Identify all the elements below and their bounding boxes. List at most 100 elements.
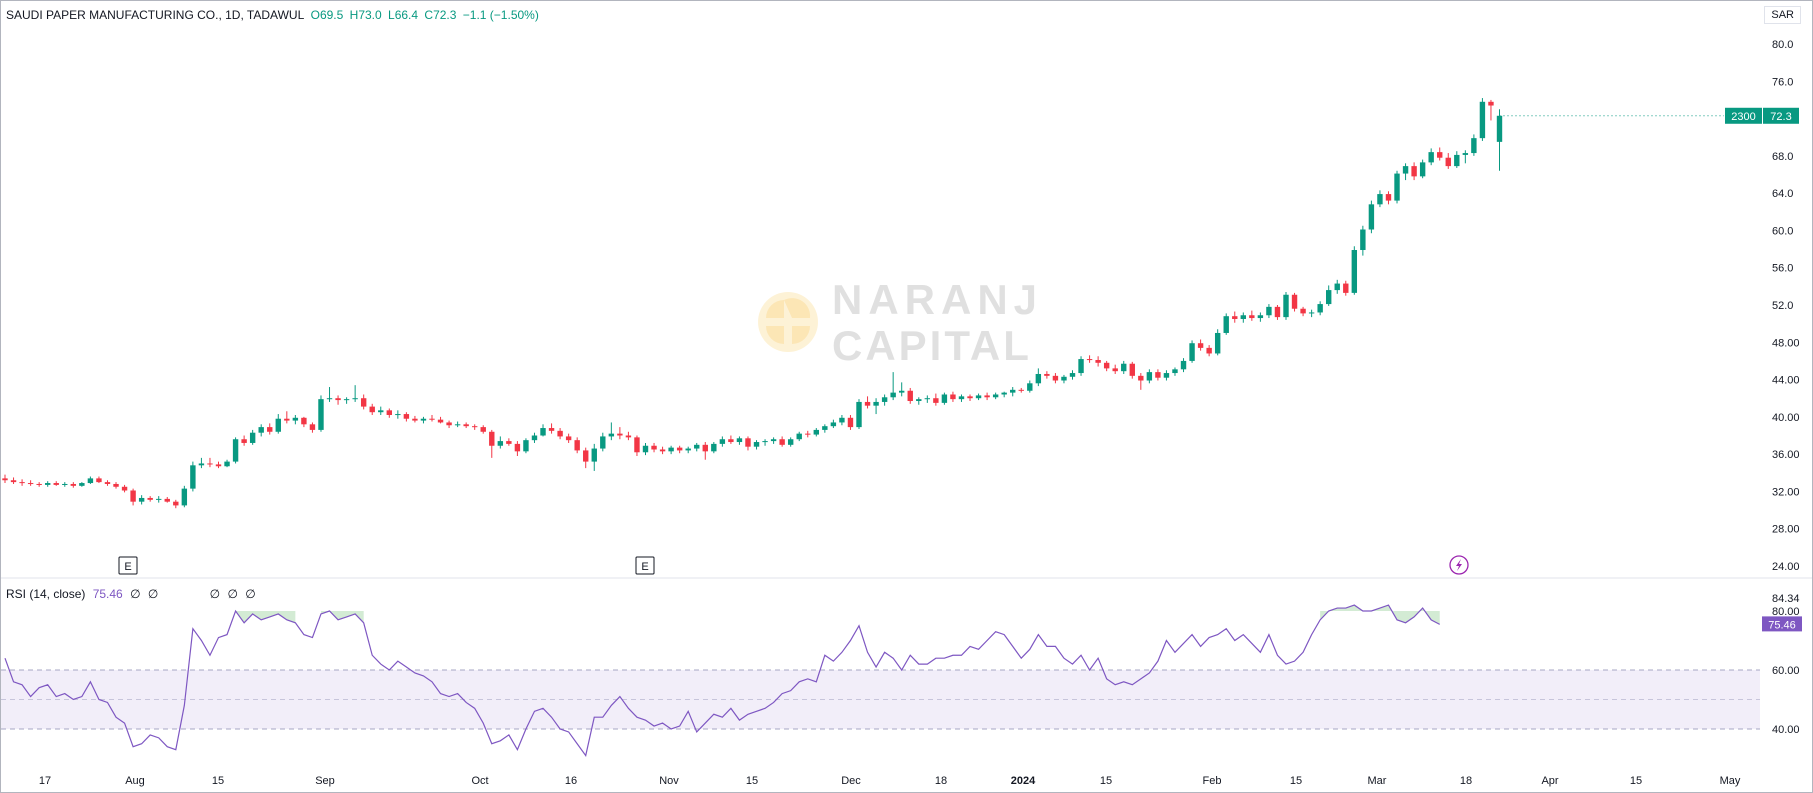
lightning-icon[interactable] bbox=[1449, 555, 1469, 575]
candle bbox=[514, 441, 521, 457]
price-tick-label: 68.0 bbox=[1772, 151, 1793, 163]
candle bbox=[1044, 371, 1050, 379]
candle-body bbox=[267, 427, 273, 432]
candle bbox=[1360, 225, 1366, 256]
candle-body bbox=[1454, 154, 1460, 167]
candle-body bbox=[1232, 316, 1238, 319]
candle-body bbox=[19, 482, 25, 484]
candle bbox=[856, 399, 862, 429]
candle-body bbox=[1411, 166, 1417, 177]
candle-body bbox=[1027, 383, 1033, 391]
candle bbox=[933, 393, 939, 406]
candle-body bbox=[1334, 283, 1340, 291]
price-tick-label: 60.0 bbox=[1772, 225, 1793, 237]
candle-body bbox=[429, 418, 435, 420]
time-tick-label: Sep bbox=[315, 775, 335, 787]
candle bbox=[728, 435, 734, 444]
candle-body bbox=[1419, 162, 1426, 177]
candle bbox=[480, 425, 486, 434]
candle bbox=[916, 397, 922, 405]
candle bbox=[198, 457, 205, 469]
candle-body bbox=[1172, 369, 1178, 374]
time-tick-label: Apr bbox=[1541, 775, 1558, 787]
candle bbox=[1232, 311, 1238, 323]
candle bbox=[822, 424, 828, 433]
candle bbox=[625, 431, 632, 441]
earnings-marker[interactable]: E bbox=[118, 556, 138, 575]
candle bbox=[711, 442, 717, 454]
candle-body bbox=[1462, 153, 1469, 155]
candle-body bbox=[950, 394, 956, 400]
candle bbox=[309, 422, 316, 433]
candle bbox=[241, 435, 247, 446]
currency-badge[interactable]: SAR bbox=[1764, 6, 1801, 24]
candle bbox=[1163, 370, 1170, 381]
candle-body bbox=[899, 390, 905, 393]
candle-body bbox=[403, 414, 410, 419]
candle bbox=[992, 392, 999, 400]
candle bbox=[472, 424, 478, 430]
candle bbox=[267, 423, 273, 435]
earnings-marker[interactable]: E bbox=[635, 556, 655, 575]
candle bbox=[839, 414, 845, 426]
candle-body bbox=[787, 439, 794, 445]
candle-body bbox=[1471, 138, 1477, 154]
candle-body bbox=[847, 417, 854, 428]
candle-body bbox=[770, 439, 777, 442]
candle bbox=[907, 387, 913, 404]
candle bbox=[1368, 200, 1375, 234]
candle bbox=[360, 394, 367, 410]
candle-body bbox=[1138, 375, 1144, 381]
candle bbox=[173, 499, 179, 509]
candle bbox=[284, 411, 290, 424]
candle-body bbox=[360, 398, 367, 407]
candle bbox=[1317, 301, 1323, 316]
rsi-last-value-label: 75.46 bbox=[1762, 616, 1802, 632]
candle bbox=[1479, 98, 1486, 141]
candle bbox=[62, 482, 68, 487]
candle bbox=[779, 436, 785, 447]
candle bbox=[1197, 339, 1204, 351]
candle bbox=[600, 432, 606, 452]
candle-body bbox=[147, 497, 153, 500]
time-tick-label: Aug bbox=[125, 775, 145, 787]
candle bbox=[463, 422, 469, 429]
candle-body bbox=[241, 439, 247, 443]
rsi-placeholder: ∅ bbox=[130, 587, 141, 601]
time-tick-label: 18 bbox=[1460, 775, 1472, 787]
candle-body bbox=[258, 427, 264, 433]
candle-body bbox=[557, 430, 563, 437]
candle bbox=[548, 423, 555, 434]
candle-body bbox=[1112, 368, 1118, 372]
candle bbox=[881, 394, 888, 406]
candle bbox=[1189, 340, 1195, 363]
candle bbox=[147, 496, 153, 502]
candle-body bbox=[839, 417, 845, 423]
candle-body bbox=[514, 443, 521, 452]
price-tick-label: 48.00 bbox=[1772, 337, 1800, 349]
candle-body bbox=[446, 422, 452, 426]
candle-body bbox=[224, 461, 230, 467]
earnings-marker-label: E bbox=[124, 561, 131, 573]
candle bbox=[429, 414, 435, 422]
candle-body bbox=[583, 450, 589, 462]
earnings-marker-label: E bbox=[641, 561, 648, 573]
rsi-title[interactable]: RSI (14, close) bbox=[6, 587, 86, 601]
candle bbox=[531, 432, 538, 443]
candle bbox=[1052, 373, 1059, 384]
time-axis[interactable]: 17 Aug 15 Sep Oct 16 Nov 15 Dec 18 2024 15 Feb 15 Mar 1… bbox=[39, 775, 1741, 787]
candle bbox=[2, 474, 8, 484]
candle bbox=[1343, 280, 1349, 296]
candle bbox=[36, 482, 42, 487]
candle-body bbox=[1343, 283, 1349, 293]
time-tick-label: 18 bbox=[935, 775, 947, 787]
candle-body bbox=[1326, 290, 1332, 305]
candle-body bbox=[1155, 372, 1161, 378]
candle bbox=[104, 480, 111, 486]
symbol-title[interactable]: SAUDI PAPER MANUFACTURING CO., 1D, TADAW… bbox=[6, 8, 305, 22]
candle-body bbox=[1368, 204, 1375, 230]
candle-body bbox=[2, 478, 8, 481]
candle-body bbox=[1069, 373, 1076, 377]
